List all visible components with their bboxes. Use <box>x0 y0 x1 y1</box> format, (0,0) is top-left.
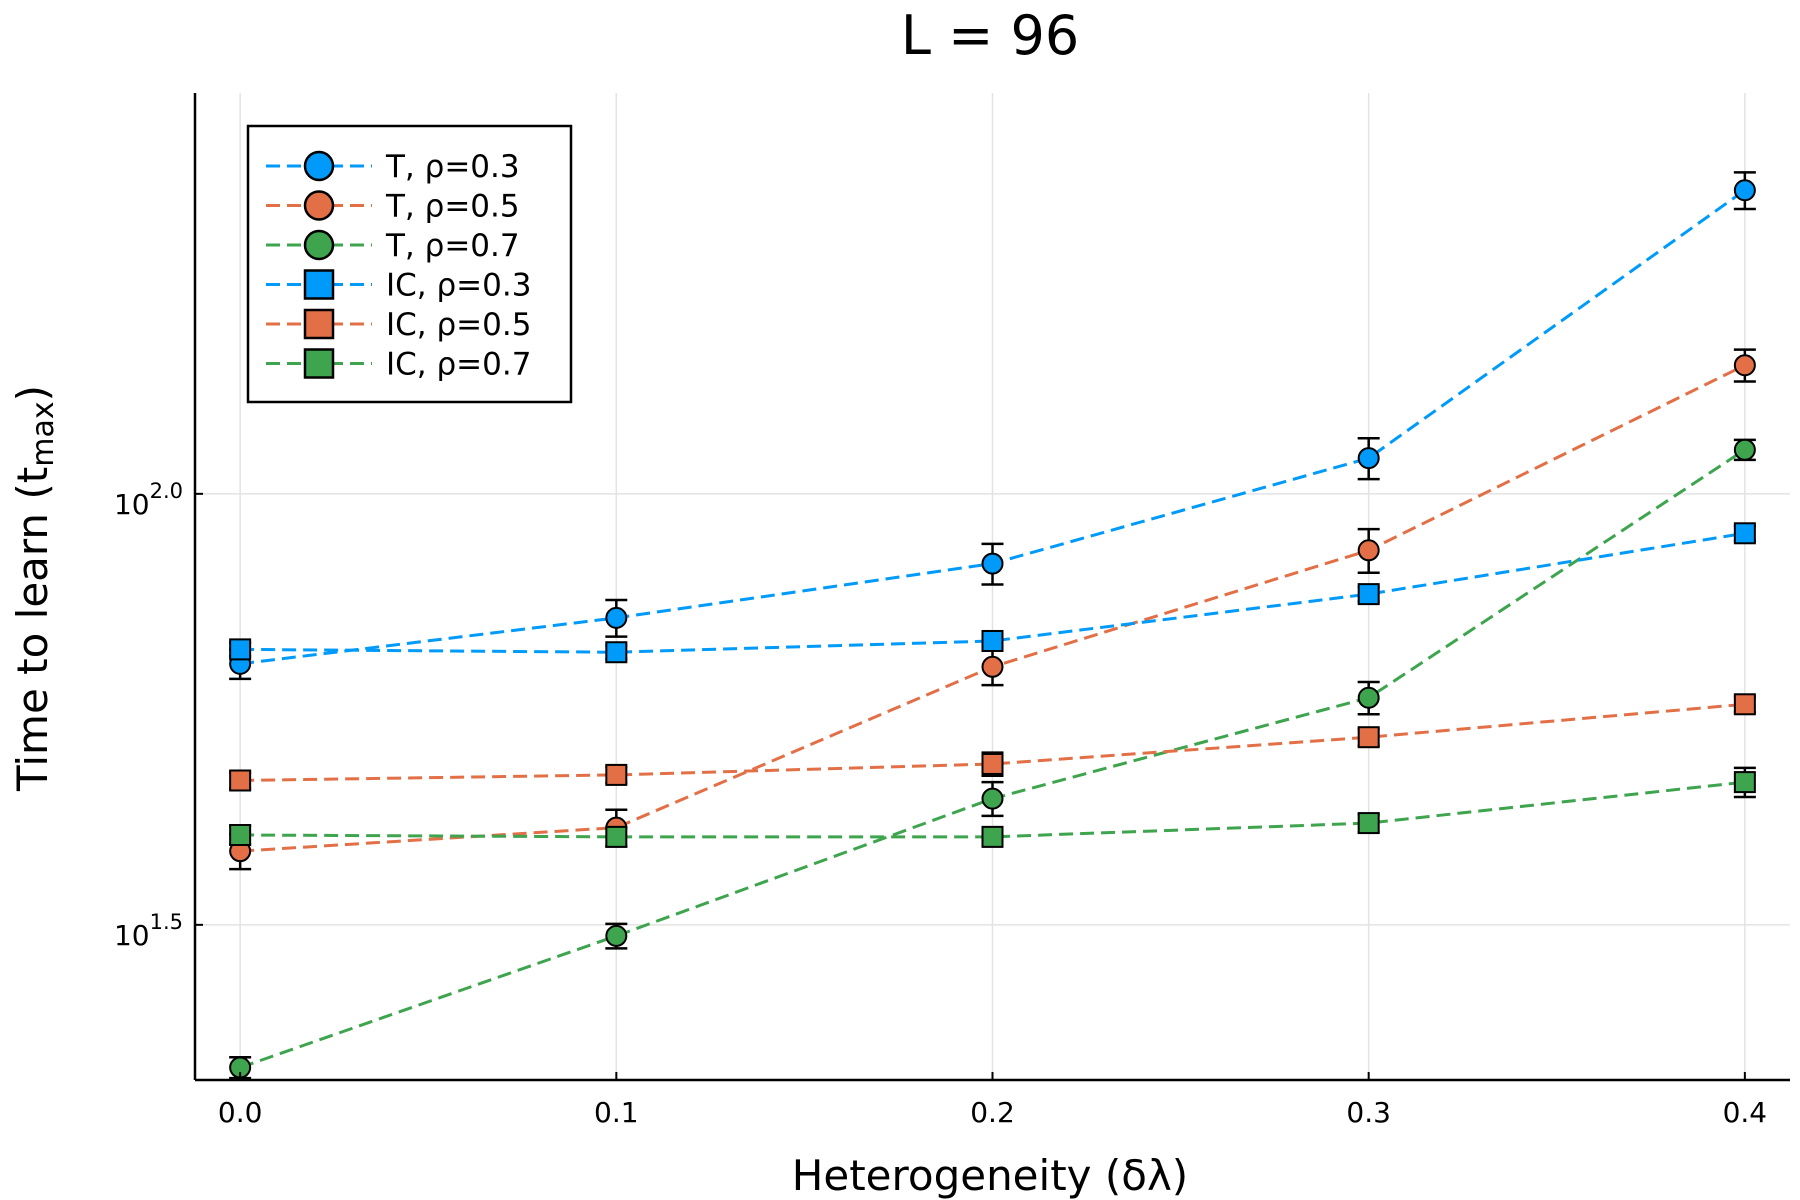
data-point <box>1357 686 1380 709</box>
data-point <box>1733 438 1756 461</box>
data-point <box>981 825 1004 848</box>
legend-items: T, ρ=0.3T, ρ=0.5T, ρ=0.7IC, ρ=0.3IC, ρ=0… <box>266 149 531 383</box>
grid <box>195 93 1790 1080</box>
data-point <box>981 655 1004 678</box>
x-tick-label: 0.1 <box>594 1096 639 1129</box>
data-point <box>981 787 1004 810</box>
data-point <box>1357 539 1380 562</box>
legend-item: IC, ρ=0.3 <box>266 268 531 304</box>
legend-marker <box>303 229 335 261</box>
x-tick-label: 0.2 <box>970 1096 1015 1129</box>
legend-label: T, ρ=0.5 <box>385 189 520 225</box>
legend-label: T, ρ=0.7 <box>385 228 520 264</box>
data-point <box>981 552 1004 575</box>
data-point <box>1733 771 1756 794</box>
legend-marker <box>303 348 335 379</box>
data-point <box>981 752 1004 775</box>
legend-label: IC, ρ=0.3 <box>386 268 531 304</box>
y-axis-label-sub: max <box>26 401 61 466</box>
data-point <box>1357 812 1380 835</box>
y-tick-base: 10 <box>114 488 150 521</box>
series-5 <box>229 766 1756 848</box>
y-axis-label-main: Time to learn (t <box>8 467 57 792</box>
legend: T, ρ=0.3T, ρ=0.5T, ρ=0.7IC, ρ=0.3IC, ρ=0… <box>246 124 573 404</box>
data-point <box>605 641 628 664</box>
series-layer <box>229 171 1756 1080</box>
legend-item: T, ρ=0.3 <box>266 149 520 185</box>
legend-label: IC, ρ=0.7 <box>386 347 531 383</box>
x-axis-label: Heterogeneity (δλ) <box>792 1151 1188 1200</box>
y-tick-exponent: 1.5 <box>150 910 183 934</box>
x-tick-label: 0.3 <box>1346 1096 1391 1129</box>
data-point <box>605 825 628 848</box>
y-tick-base: 10 <box>114 919 150 952</box>
legend-item: T, ρ=0.5 <box>266 189 520 225</box>
y-axis-label: Time to learn (tmax) <box>8 385 61 792</box>
data-point <box>1733 522 1756 545</box>
data-point <box>229 769 252 792</box>
legend-item: T, ρ=0.7 <box>266 228 520 264</box>
data-point <box>229 823 252 846</box>
data-point <box>229 638 252 661</box>
data-point <box>605 924 628 947</box>
data-point <box>1733 354 1756 377</box>
legend-label: IC, ρ=0.5 <box>386 307 531 343</box>
chart-title: L = 96 <box>901 4 1079 67</box>
legend-marker <box>303 150 335 182</box>
legend-box <box>246 124 573 404</box>
y-axis-label-end: ) <box>8 385 57 401</box>
data-point <box>1357 447 1380 470</box>
legend-label: T, ρ=0.3 <box>385 149 520 185</box>
data-point <box>1357 583 1380 606</box>
axes <box>193 93 1790 1082</box>
legend-item: IC, ρ=0.5 <box>266 307 531 343</box>
x-tick-label: 0.0 <box>218 1096 263 1129</box>
series-4 <box>229 693 1756 792</box>
series-3 <box>229 522 1756 664</box>
y-tick-exponent: 2.0 <box>150 479 183 503</box>
data-point <box>605 763 628 786</box>
x-tick-label: 0.4 <box>1723 1096 1768 1129</box>
data-point <box>605 606 628 629</box>
legend-marker <box>303 308 335 340</box>
legend-item: IC, ρ=0.7 <box>266 347 531 383</box>
legend-marker <box>303 269 335 300</box>
data-point <box>1733 693 1756 716</box>
data-point <box>1733 179 1756 202</box>
data-point <box>1357 726 1380 749</box>
legend-marker <box>303 190 335 221</box>
y-tick-label: 102.0 <box>114 479 183 521</box>
y-tick-label: 101.5 <box>114 910 183 952</box>
data-point <box>981 629 1004 652</box>
